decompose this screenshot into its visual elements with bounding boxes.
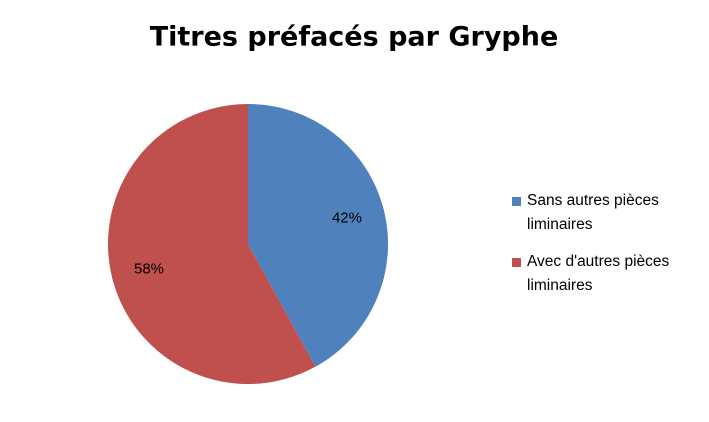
- value-label: 58%: [134, 260, 164, 277]
- pie-slice: [248, 104, 388, 367]
- legend-entry: Avec d'autres pièces liminaires: [512, 250, 687, 298]
- legend-swatch: [512, 258, 521, 267]
- legend-label: Sans autres pièces liminaires: [527, 192, 659, 233]
- legend-label: Avec d'autres pièces liminaires: [527, 253, 670, 294]
- chart-title: Titres préfacés par Gryphe: [150, 22, 559, 53]
- legend-swatch: [512, 197, 521, 206]
- value-label: 42%: [332, 210, 362, 227]
- legend-entry: Sans autres pièces liminaires: [512, 189, 687, 237]
- pie-slice: [107, 104, 316, 384]
- legend: Sans autres pièces liminaires Avec d'autr…: [512, 189, 687, 311]
